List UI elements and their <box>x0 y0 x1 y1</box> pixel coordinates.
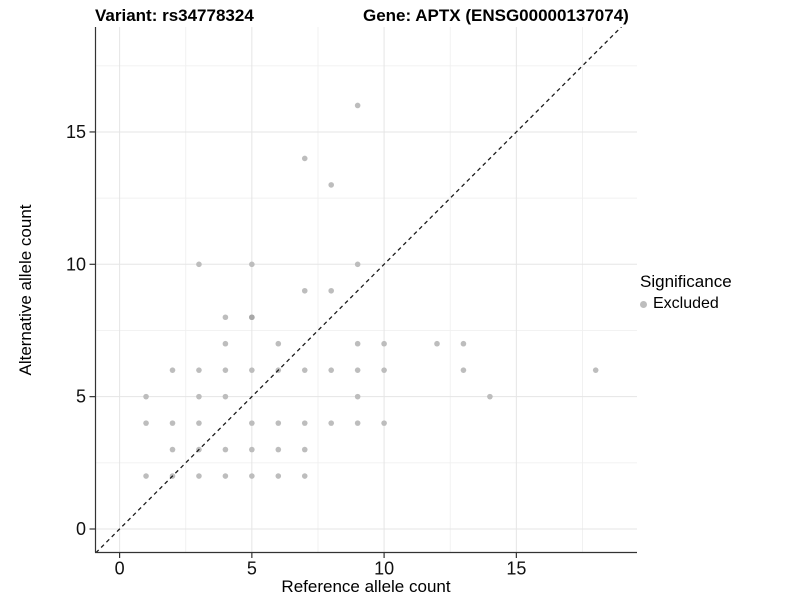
data-point <box>328 367 335 373</box>
data-point <box>196 473 202 479</box>
data-point <box>460 340 467 347</box>
data-point <box>354 393 361 400</box>
data-point <box>249 420 255 426</box>
data-point <box>196 367 202 373</box>
data-point <box>196 261 202 268</box>
y-tick-label: 15 <box>66 122 86 142</box>
y-axis-label: Alternative allele count <box>16 204 35 376</box>
data-point <box>301 287 308 294</box>
data-point <box>328 182 335 188</box>
data-point <box>249 261 255 268</box>
legend-item-excluded: Excluded <box>640 295 732 313</box>
legend: Significance Excluded <box>640 272 732 313</box>
data-point <box>354 420 361 426</box>
data-point <box>354 340 361 347</box>
data-point <box>143 393 149 400</box>
data-point <box>381 420 387 426</box>
data-point-overplotted <box>249 314 255 321</box>
data-point <box>275 473 282 479</box>
x-tick-label: 5 <box>247 559 257 579</box>
data-point <box>275 446 282 453</box>
data-point <box>249 367 255 373</box>
data-point <box>275 420 282 426</box>
data-point <box>301 446 308 453</box>
data-point <box>222 367 229 373</box>
identity-line <box>95 27 623 553</box>
data-point <box>222 314 229 321</box>
data-point <box>354 367 361 373</box>
data-point <box>487 393 493 400</box>
data-point <box>354 102 361 109</box>
data-point <box>301 155 308 162</box>
y-tick-label: 0 <box>76 519 86 539</box>
data-point <box>301 367 308 373</box>
data-point <box>222 446 229 453</box>
data-point <box>249 446 255 453</box>
data-point <box>249 473 255 479</box>
data-point <box>169 420 176 426</box>
x-tick-label: 0 <box>115 559 125 579</box>
gene-title: Gene: APTX (ENSG00000137074) <box>363 6 629 25</box>
data-point <box>381 367 387 373</box>
data-point <box>592 367 599 373</box>
excluded-point-swatch <box>640 300 647 308</box>
data-point <box>354 261 361 268</box>
x-tick-label: 15 <box>506 559 526 579</box>
data-point <box>196 393 202 400</box>
data-point <box>301 473 308 479</box>
data-point <box>143 420 149 426</box>
data-point <box>222 340 229 347</box>
data-point <box>434 340 440 347</box>
data-point <box>196 420 202 426</box>
y-tick-label: 10 <box>66 254 86 274</box>
x-axis-label: Reference allele count <box>281 577 451 596</box>
data-point <box>169 446 176 453</box>
variant-title: Variant: rs34778324 <box>95 6 254 25</box>
data-point <box>222 473 229 479</box>
y-tick-label: 5 <box>76 387 86 407</box>
x-tick-label: 10 <box>374 559 394 579</box>
legend-item-label: Excluded <box>653 295 719 312</box>
legend-title: Significance <box>640 272 732 291</box>
data-point <box>328 287 335 294</box>
data-point <box>169 367 176 373</box>
data-point <box>381 340 387 347</box>
data-point <box>328 420 335 426</box>
data-point <box>222 393 229 400</box>
data-point <box>275 340 282 347</box>
data-point <box>301 420 308 426</box>
data-point <box>143 473 149 479</box>
data-point <box>460 367 467 373</box>
